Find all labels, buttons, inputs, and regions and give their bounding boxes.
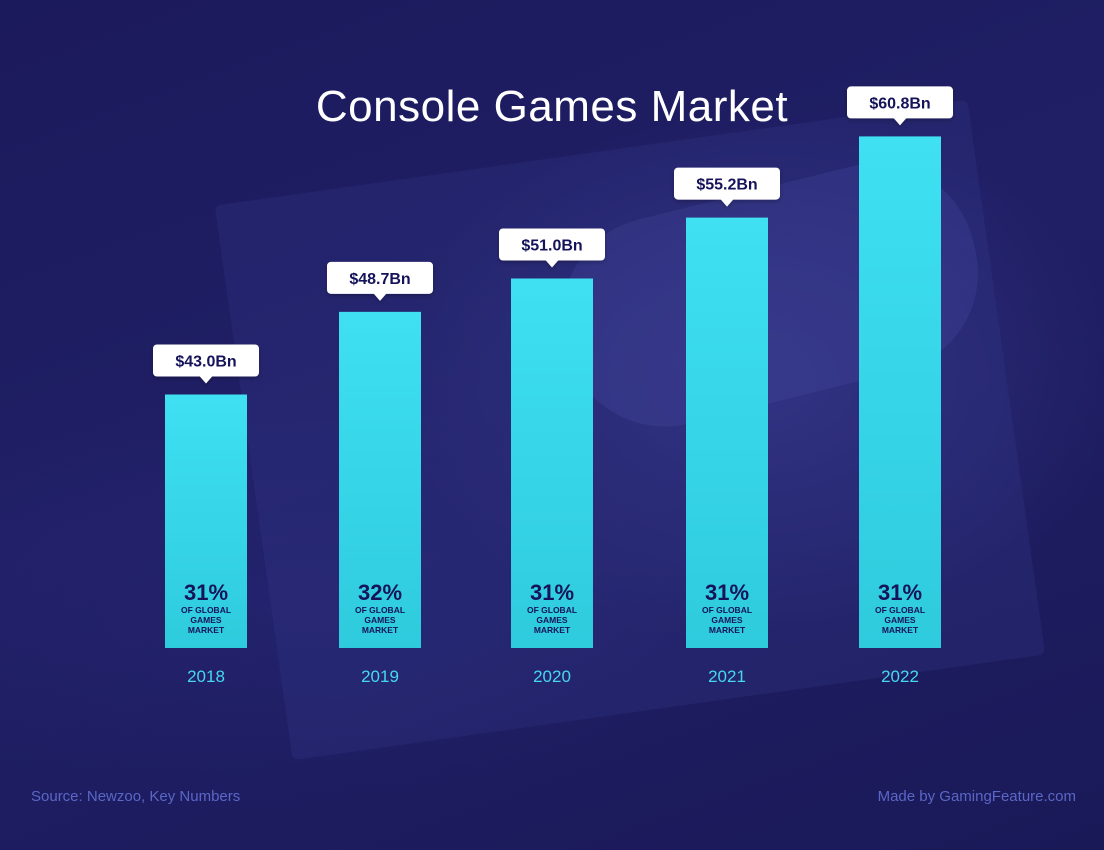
value-callout-box — [847, 86, 953, 119]
share-caption-line: GAMES — [364, 615, 396, 625]
bar-2019 — [339, 311, 421, 648]
share-caption-line: GAMES — [536, 615, 568, 625]
share-caption-line: OF GLOBAL — [527, 605, 577, 615]
value-label: $55.2Bn — [696, 177, 757, 194]
share-caption-line: MARKET — [709, 625, 746, 635]
share-caption-line: GAMES — [190, 615, 222, 625]
bar-2021 — [686, 217, 768, 648]
value-callout-pointer — [720, 198, 734, 207]
value-callout-box — [499, 228, 605, 261]
bar-2020 — [511, 278, 593, 648]
value-callout — [327, 261, 433, 301]
value-callout — [153, 344, 259, 384]
share-caption-line: OF GLOBAL — [875, 605, 925, 615]
value-label: $60.8Bn — [869, 95, 930, 112]
share-caption-line: OF GLOBAL — [181, 605, 231, 615]
share-percent-label: 31% — [184, 580, 228, 605]
value-callout-box — [153, 344, 259, 377]
value-callout-pointer — [893, 117, 907, 126]
value-label: $48.7Bn — [349, 271, 410, 288]
share-caption-line: OF GLOBAL — [702, 605, 752, 615]
share-caption-line: MARKET — [188, 625, 225, 635]
value-callout — [847, 86, 953, 126]
value-label: $51.0Bn — [521, 238, 582, 255]
bar-2022 — [859, 136, 941, 648]
value-callout-pointer — [545, 259, 559, 268]
chart-title: Console Games Market — [315, 82, 789, 131]
share-caption-line: MARKET — [882, 625, 919, 635]
value-callout — [499, 228, 605, 268]
share-caption-line: GAMES — [884, 615, 916, 625]
value-label: $43.0Bn — [175, 354, 236, 371]
share-percent-label: 32% — [358, 580, 402, 605]
value-callout-box — [674, 167, 780, 200]
bar-2018 — [165, 394, 247, 648]
share-percent-label: 31% — [878, 580, 922, 605]
year-label: 2019 — [361, 667, 399, 686]
credit-note: Made by GamingFeature.com — [877, 788, 1076, 805]
value-callout-pointer — [373, 292, 387, 301]
share-percent-label: 31% — [705, 580, 749, 605]
share-caption-line: MARKET — [534, 625, 571, 635]
value-callout — [674, 167, 780, 207]
share-caption-line: OF GLOBAL — [355, 605, 405, 615]
source-note: Source: Newzoo, Key Numbers — [31, 788, 241, 805]
year-label: 2021 — [708, 667, 746, 686]
year-label: 2022 — [881, 667, 919, 686]
share-caption-line: MARKET — [362, 625, 399, 635]
year-label: 2020 — [533, 667, 571, 686]
value-callout-box — [327, 261, 433, 294]
year-label: 2018 — [187, 667, 225, 686]
share-percent-label: 31% — [530, 580, 574, 605]
share-caption-line: GAMES — [711, 615, 743, 625]
value-callout-pointer — [199, 375, 213, 384]
